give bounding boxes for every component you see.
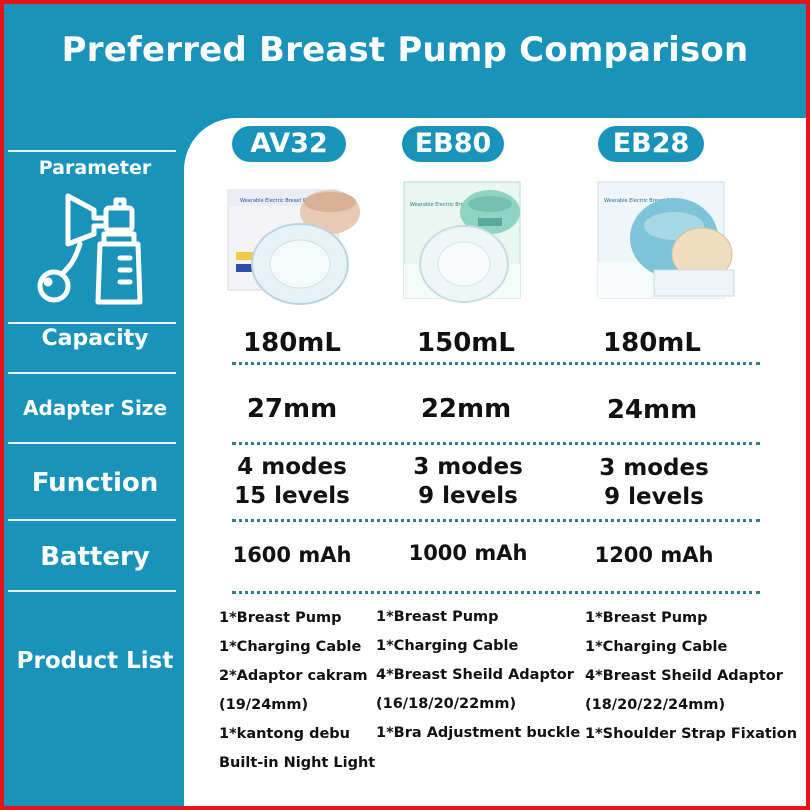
row-separator: [232, 591, 760, 594]
battery-eb28: 1200 mAh: [594, 543, 714, 567]
product-list-eb80: 1*Breast Pump 1*Charging Cable 4*Breast …: [376, 603, 580, 748]
product-box-label-eb28: Wearable Electric Breast Pump: [604, 198, 681, 204]
adapter-eb80: 22mm: [420, 394, 512, 424]
list-item: 1*kantong debu: [219, 726, 350, 742]
sidebar-label-battery: Battery: [40, 542, 150, 572]
page-title: Preferred Breast Pump Comparison: [61, 30, 749, 70]
product-image-eb28: Wearable Electric Breast Pump: [597, 181, 735, 299]
list-item: Built-in Night Light: [219, 755, 376, 771]
list-item: (18/20/22/24mm): [585, 697, 726, 713]
capacity-eb28: 180mL: [603, 328, 701, 358]
list-item: 1*Charging Cable: [585, 639, 728, 655]
capacity-av32: 180mL: [243, 328, 341, 358]
levels-av32: 15 levels: [234, 483, 350, 509]
sidebar-divider: [8, 372, 176, 374]
sidebar-divider: [8, 590, 176, 592]
sidebar-label-product-list: Product List: [16, 648, 174, 674]
adapter-eb28: 24mm: [606, 395, 698, 425]
list-item: 1*Charging Cable: [376, 638, 519, 654]
canvas: Preferred Breast Pump Comparison Paramet…: [4, 4, 806, 806]
product-list-eb28: 1*Breast Pump 1*Charging Cable 4*Breast …: [585, 604, 797, 749]
list-item: 1*Breast Pump: [219, 610, 342, 626]
list-item: 1*Shoulder Strap Fixation: [585, 726, 798, 742]
sidebar-label-parameter: Parameter: [38, 157, 152, 179]
modes-eb28: 3 modes: [599, 455, 709, 481]
row-separator: [232, 519, 760, 522]
product-list-av32: 1*Breast Pump 1*Charging Cable 2*Adaptor…: [219, 604, 375, 778]
adapter-av32: 27mm: [246, 394, 338, 424]
list-item: 1*Breast Pump: [585, 610, 708, 626]
list-item: 1*Bra Adjustment buckle: [376, 725, 581, 741]
product-box-label-av32: Wearable Electric Breast Pump: [240, 198, 317, 204]
battery-av32: 1600 mAh: [232, 543, 352, 567]
sidebar-label-function: Function: [31, 468, 159, 498]
capacity-eb80: 150mL: [417, 328, 515, 358]
product-tab-eb80: EB80: [402, 126, 504, 162]
modes-av32: 4 modes: [237, 454, 347, 480]
levels-eb28: 9 levels: [604, 484, 704, 510]
levels-eb80: 9 levels: [418, 483, 518, 509]
product-image-eb80: Wearable Electric Breast Pump: [403, 181, 521, 303]
product-tab-av32: AV32: [232, 126, 346, 162]
breast-pump-icon: [37, 193, 143, 305]
sidebar-label-capacity: Capacity: [41, 326, 149, 351]
list-item: 4*Breast Sheild Adaptor: [376, 667, 574, 683]
product-tab-eb28: EB28: [598, 126, 704, 162]
list-item: 1*Charging Cable: [219, 639, 362, 655]
list-item: 2*Adaptor cakram: [219, 668, 368, 684]
sidebar-divider: [8, 150, 176, 152]
sidebar-label-adapter-size: Adapter Size: [22, 396, 168, 420]
battery-eb80: 1000 mAh: [408, 541, 528, 565]
list-item: 4*Breast Sheild Adaptor: [585, 668, 783, 684]
product-box-label-eb80: Wearable Electric Breast Pump: [410, 202, 487, 208]
row-separator: [232, 362, 760, 365]
modes-eb80: 3 modes: [413, 454, 523, 480]
list-item: 1*Breast Pump: [376, 609, 499, 625]
sidebar-divider: [8, 442, 176, 444]
product-image-av32: Wearable Electric Breast Pump: [227, 189, 360, 305]
sidebar-divider: [8, 322, 176, 324]
list-item: (19/24mm): [219, 697, 309, 713]
row-separator: [232, 442, 760, 445]
sidebar-divider: [8, 519, 176, 521]
list-item: (16/18/20/22mm): [376, 696, 517, 712]
